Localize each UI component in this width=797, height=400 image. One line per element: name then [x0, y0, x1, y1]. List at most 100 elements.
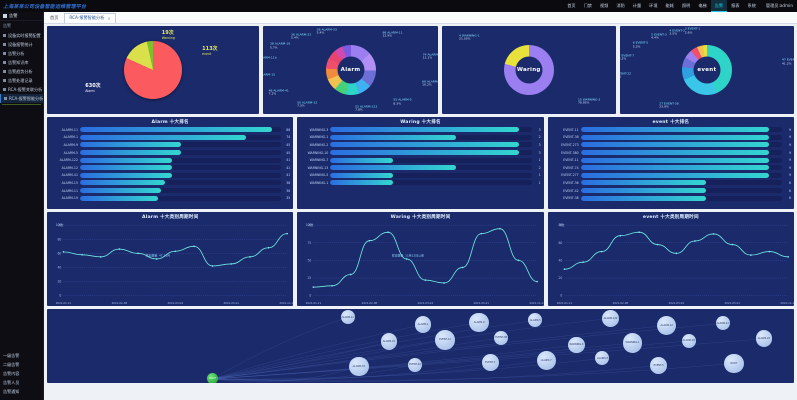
bar-row[interactable]: ALARM-41 41	[50, 172, 290, 180]
chart-card-waring-cycle[interactable]: Waring 十大类别周期时间 0 25 50 75 100 2021-01-11 2021…	[297, 212, 544, 306]
network-node[interactable]: ALARM-5	[528, 313, 543, 328]
topnav-item-0[interactable]: 首页	[567, 3, 576, 8]
bar-row[interactable]: EVENT-380 9	[551, 149, 791, 157]
network-node[interactable]: ALARM-12	[656, 315, 677, 336]
bar-row[interactable]: EVENT-11 9	[551, 126, 791, 134]
bar-row[interactable]: ALARM-11 36	[50, 187, 290, 195]
topnav-item-7[interactable]: 照明	[681, 3, 691, 8]
bar-row[interactable]: EVENT-277 9	[551, 172, 791, 180]
bar-row[interactable]: WARNING-1 2	[300, 134, 541, 142]
bar-label: EVENT-74	[563, 165, 579, 170]
topnav-item-5[interactable]: 环境	[649, 3, 658, 8]
sidebar-bottom-menu[interactable]: 一级告警 二级告警 告警内容 告警人员 告警通知	[0, 351, 44, 396]
sidebar-item-1[interactable]: 设备报警统计	[0, 40, 43, 49]
chart-card-event-cycle[interactable]: event 十大类别周期时间 0 20 40 60 80 2021-01-11 2021-0…	[547, 212, 794, 306]
bar-label: EVENT-380	[561, 150, 579, 155]
bar-row[interactable]: WARNING-1 1	[300, 179, 541, 187]
network-node[interactable]: ALARM-41	[715, 316, 730, 331]
network-node[interactable]: EVENT-5	[650, 357, 668, 374]
bar-row[interactable]: ALARM-19 35	[50, 194, 290, 202]
bar-row[interactable]: WARNING-2 3	[300, 141, 541, 149]
bar-row[interactable]: ALARM-15 38	[50, 179, 290, 187]
tab-bar[interactable]: 首页 RCA-报警智能分析 ×	[44, 12, 797, 24]
chart-card-overview-pie[interactable]: 19次 Warning 113次 event 630次 Alarm	[47, 26, 260, 114]
tab-active[interactable]: RCA-报警智能分析 ×	[64, 12, 116, 23]
network-node[interactable]: WARNING-3	[568, 336, 585, 354]
bar-row[interactable]: ALARM-11 86	[50, 126, 290, 134]
sidebar-bottom-item-4[interactable]: 告警通知	[0, 387, 44, 396]
sidebar-menu[interactable]: 设备实时报警配置 设备报警统计 告警分析 告警知识库 告警趋势分析 告警处理记录 RCA-报…	[0, 31, 43, 103]
network-node[interactable]: ALARM-1	[414, 316, 432, 333]
top-navigation[interactable]: 首页 门禁 视频 消防 计量 环境 能耗 照明 电梯 告警 报表 系统 管理员:admin	[563, 0, 797, 12]
sidebar-item-label: 告警分析	[8, 50, 25, 56]
bar-row[interactable]: EVENT-38 9	[551, 134, 791, 142]
sidebar-item-7[interactable]: RCA-报警智能分析	[0, 94, 43, 103]
bar-row[interactable]: WARNING-5 1	[300, 172, 541, 180]
chart-card-alarm-rank[interactable]: Alarm 十大排名 ALARM-11 86 ALARM-1 74 ALARM-9 45 A…	[47, 117, 294, 209]
sidebar-item-4[interactable]: 告警趋势分析	[0, 67, 43, 76]
bar-row[interactable]: WARNING-3 3	[300, 126, 541, 134]
network-node[interactable]: EVENT-11	[435, 330, 455, 350]
network-node[interactable]: ALARM-11	[340, 310, 355, 325]
chart-card-event-rank[interactable]: event 十大排名 EVENT-11 9 EVENT-38 9 EVENT-273 9 E…	[547, 117, 794, 209]
chart-card-waring-rank[interactable]: Waring 十大排名 WARNING-3 3 WARNING-1 2 WARNING-…	[297, 117, 544, 209]
sidebar-item-label: 告警知识库	[8, 59, 29, 65]
topnav-item-2[interactable]: 视频	[599, 3, 609, 8]
topnav-item-1[interactable]: 门禁	[583, 3, 592, 8]
sidebar-item-3[interactable]: 告警知识库	[0, 58, 43, 67]
chart-card-waring-donut[interactable]: Waring 15 WARNING-3 78.95% 4 WARNING-1 21.0…	[441, 26, 616, 114]
bar-row[interactable]: WARNING-10 3	[300, 149, 541, 157]
network-node[interactable]: ALARM-22	[755, 330, 773, 348]
chart-card-alarm-cycle[interactable]: Alarm 十大类别周期时间 0 20 40 60 80 100 2021-01-11 202…	[47, 212, 294, 306]
sidebar-bottom-item-3[interactable]: 告警人员	[0, 378, 44, 387]
bar-row[interactable]: ALARM-5 45	[50, 149, 290, 157]
topnav-item-10[interactable]: 报表	[731, 3, 740, 8]
bar-row[interactable]: EVENT-38 6	[551, 194, 791, 202]
bar-row[interactable]: ALARM-12 41	[50, 164, 290, 172]
bar-row[interactable]: ALARM-1 74	[50, 134, 290, 142]
network-node[interactable]: EVENT-38	[494, 330, 509, 345]
network-node[interactable]: ROOT	[724, 353, 744, 374]
sidebar-item-0[interactable]: 设备实时报警配置	[0, 31, 43, 40]
bar-row[interactable]: EVENT-74 9	[551, 164, 791, 172]
sidebar-bottom-item-2[interactable]: 告警内容	[0, 369, 44, 378]
bar-row[interactable]: WARNING-7 1	[300, 156, 541, 164]
user-label[interactable]: 管理员:admin	[765, 3, 793, 8]
sidebar-bottom-item-1[interactable]: 二级告警	[0, 360, 44, 369]
topnav-item-6[interactable]: 能耗	[665, 3, 674, 8]
close-icon[interactable]: ×	[107, 15, 111, 21]
network-node[interactable]: EVENT-7	[481, 354, 499, 371]
tab-home[interactable]: 首页	[50, 14, 59, 20]
bar-row[interactable]: EVENT-11 9	[551, 156, 791, 164]
chart-card-network[interactable]: ALARM-11 ALARM-1 ALARM-9 ALARM-5 ALARM-122 AL…	[47, 309, 794, 383]
bar-row[interactable]: ALARM-122 41	[50, 156, 290, 164]
sidebar-item-2[interactable]: 告警分析	[0, 49, 43, 58]
network-node[interactable]: ALARM-19	[681, 333, 696, 348]
network-node[interactable]: ALARM-7	[536, 350, 557, 371]
network-node[interactable]: EVENT-22	[407, 357, 422, 372]
sidebar-item-5[interactable]: 告警处理记录	[0, 76, 43, 85]
bar-row[interactable]: EVENT-36 6	[551, 179, 791, 187]
network-node[interactable]: ALARM-9	[469, 312, 489, 333]
bar-row[interactable]: ALARM-9 45	[50, 141, 290, 149]
bar-row[interactable]: EVENT-273 9	[551, 141, 791, 149]
bar-fill	[80, 180, 165, 186]
network-node[interactable]: ALARM-122	[602, 309, 619, 327]
topnav-item-11[interactable]: 系统	[747, 3, 756, 8]
network-node[interactable]: ALARM-15	[380, 333, 398, 351]
network-node[interactable]: ALARM-33	[349, 356, 369, 377]
bar-row[interactable]: EVENT-42 6	[551, 187, 791, 195]
network-node[interactable]: WARNING-1	[622, 333, 643, 353]
topnav-item-4[interactable]: 计量	[632, 3, 642, 8]
network-node[interactable]: ALARM-3	[595, 351, 610, 366]
sidebar-bottom-item-0[interactable]: 一级告警	[0, 351, 44, 360]
topnav-item-8[interactable]: 电梯	[698, 3, 707, 8]
network-root-node[interactable]: ROOT	[206, 373, 218, 383]
bar-row[interactable]: WARNING-13 2	[300, 164, 541, 172]
chart-title-alarm-cycle: Alarm 十大类别周期时间	[141, 214, 199, 220]
sidebar-item-6[interactable]: RCA-报警关联分析	[0, 85, 43, 94]
topnav-item-3[interactable]: 消防	[616, 3, 625, 8]
topnav-item-9[interactable]: 告警	[710, 0, 728, 12]
